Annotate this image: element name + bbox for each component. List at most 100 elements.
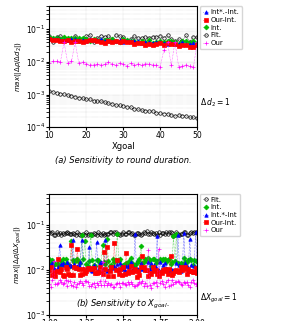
Int. bbox=[132, 39, 136, 43]
Flt. bbox=[144, 35, 147, 39]
Our-Int. bbox=[84, 39, 88, 43]
Our bbox=[188, 65, 192, 68]
Y-axis label: $max(|\Delta\rho/\Delta d_2|)$: $max(|\Delta\rho/\Delta d_2|)$ bbox=[14, 41, 24, 92]
Flt. bbox=[118, 34, 121, 38]
Int. bbox=[180, 39, 184, 43]
Our-Int. bbox=[59, 39, 62, 43]
Int. bbox=[144, 40, 147, 44]
Int. bbox=[110, 37, 114, 41]
Int*.-Int. bbox=[66, 38, 70, 42]
Our-Int. bbox=[92, 39, 95, 42]
Our bbox=[121, 63, 125, 66]
Our bbox=[151, 63, 155, 67]
Int. bbox=[188, 41, 192, 45]
Int. bbox=[175, 232, 178, 236]
Our bbox=[157, 247, 160, 251]
Our bbox=[107, 61, 110, 65]
Int. bbox=[107, 38, 110, 42]
Our-Int. bbox=[112, 241, 116, 245]
Int. bbox=[173, 40, 177, 44]
Our-Int. bbox=[107, 39, 110, 43]
Our-Int. bbox=[140, 41, 144, 45]
Flt. bbox=[180, 39, 184, 43]
Int*.-Int. bbox=[140, 41, 144, 45]
Int.*-Int bbox=[84, 267, 88, 271]
Text: $\Delta\,d_2 = 1$: $\Delta\,d_2 = 1$ bbox=[200, 97, 230, 109]
Int*.-Int. bbox=[88, 37, 92, 41]
Flt. bbox=[169, 37, 173, 41]
Line: Int.: Int. bbox=[47, 35, 199, 45]
Our bbox=[99, 63, 103, 67]
Int.*-Int bbox=[152, 264, 156, 267]
Int*.-Int. bbox=[136, 39, 140, 43]
Our-Int. bbox=[125, 40, 129, 44]
Our bbox=[55, 60, 59, 64]
Our bbox=[92, 63, 95, 67]
Our bbox=[95, 63, 99, 66]
Flt. bbox=[188, 40, 192, 44]
Int. bbox=[169, 39, 173, 43]
Flt. bbox=[177, 38, 180, 41]
Flt. bbox=[66, 38, 70, 42]
Int*.-Int. bbox=[62, 38, 66, 41]
Our-Int. bbox=[84, 269, 88, 273]
Our bbox=[114, 63, 118, 67]
Our-Int. bbox=[177, 44, 180, 48]
Our-Int. bbox=[195, 271, 199, 275]
Int*.-Int. bbox=[59, 38, 62, 42]
Our-Int. bbox=[169, 42, 173, 46]
Flt. bbox=[162, 36, 166, 39]
Flt. bbox=[51, 40, 55, 44]
Flt. bbox=[125, 39, 129, 43]
Int.*-Int bbox=[138, 268, 141, 272]
Int*.-Int. bbox=[151, 41, 155, 45]
Int*.-Int. bbox=[107, 39, 110, 43]
Our bbox=[132, 63, 136, 67]
Our bbox=[59, 60, 62, 64]
Int*.-Int. bbox=[173, 42, 177, 46]
Flt. bbox=[95, 36, 99, 39]
Our bbox=[162, 48, 166, 52]
Int. bbox=[88, 39, 92, 42]
Our bbox=[84, 279, 88, 283]
Line: Our-Int.: Our-Int. bbox=[47, 241, 199, 278]
Our bbox=[192, 65, 195, 69]
Our bbox=[147, 62, 151, 66]
Our bbox=[110, 62, 114, 66]
Int*.-Int. bbox=[92, 39, 95, 42]
Int. bbox=[114, 39, 118, 43]
Our-Int. bbox=[55, 38, 59, 42]
Int. bbox=[195, 259, 199, 263]
Flt. bbox=[136, 231, 140, 235]
Line: Int.: Int. bbox=[47, 232, 199, 268]
Int*.-Int. bbox=[84, 39, 88, 43]
Flt. bbox=[58, 231, 62, 235]
Our-Int. bbox=[139, 265, 143, 269]
Int. bbox=[55, 36, 59, 40]
Int*.-Int. bbox=[51, 37, 55, 41]
Our bbox=[177, 65, 180, 68]
Flt. bbox=[47, 230, 51, 234]
Our-Int. bbox=[188, 45, 192, 48]
Our-Int. bbox=[162, 43, 166, 47]
Int*.-Int. bbox=[180, 40, 184, 44]
Our-Int. bbox=[166, 41, 169, 45]
Int. bbox=[73, 36, 77, 39]
Int. bbox=[162, 40, 166, 44]
Int*.-Int. bbox=[110, 39, 114, 43]
Our bbox=[166, 40, 169, 44]
Flt. bbox=[70, 39, 73, 42]
Int. bbox=[47, 257, 51, 261]
Flt. bbox=[184, 33, 188, 37]
Flt. bbox=[195, 231, 199, 235]
Int. bbox=[121, 37, 125, 41]
Int*.-Int. bbox=[155, 40, 158, 44]
Int*.-Int. bbox=[132, 39, 136, 43]
Flt. bbox=[47, 34, 51, 38]
Flt. bbox=[158, 34, 162, 38]
Our-Int. bbox=[195, 43, 199, 47]
Our-Int. bbox=[161, 268, 165, 272]
Int. bbox=[138, 257, 141, 261]
Flt. bbox=[110, 38, 114, 41]
Flt. bbox=[140, 36, 144, 40]
